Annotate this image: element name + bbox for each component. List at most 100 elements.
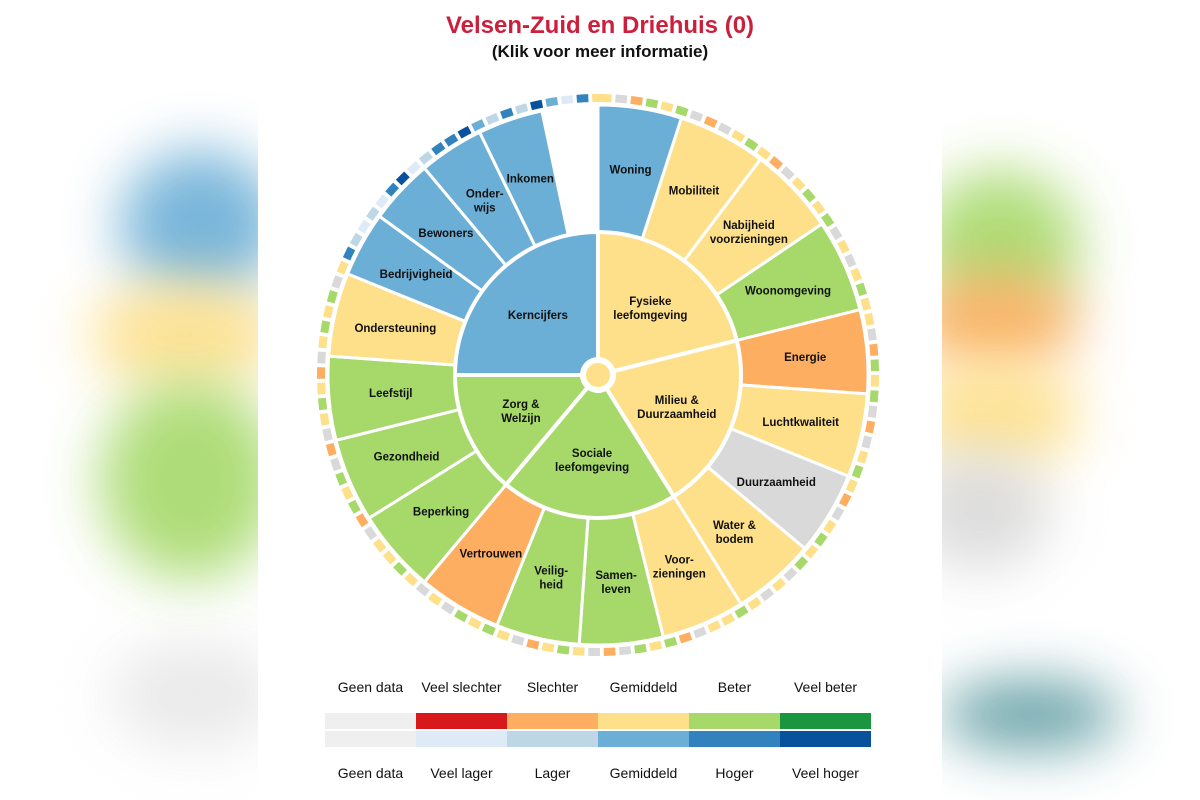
- indicator-tick[interactable]: [861, 435, 873, 449]
- indicator-tick[interactable]: [467, 616, 482, 630]
- indicator-tick[interactable]: [323, 305, 334, 319]
- indicator-tick[interactable]: [744, 137, 759, 151]
- indicator-tick[interactable]: [634, 643, 647, 654]
- indicator-tick[interactable]: [649, 640, 663, 652]
- indicator-tick[interactable]: [418, 151, 433, 165]
- indicator-tick[interactable]: [837, 239, 850, 254]
- indicator-tick[interactable]: [867, 328, 877, 341]
- indicator-tick[interactable]: [454, 609, 469, 623]
- indicator-tick[interactable]: [867, 405, 878, 418]
- indicator-tick[interactable]: [357, 219, 371, 234]
- indicator-tick[interactable]: [375, 194, 389, 209]
- indicator-tick[interactable]: [342, 246, 356, 261]
- indicator-tick[interactable]: [794, 556, 809, 571]
- indicator-tick[interactable]: [829, 226, 843, 241]
- indicator-tick[interactable]: [823, 519, 837, 534]
- indicator-tick[interactable]: [717, 122, 732, 135]
- inner-segment[interactable]: Zorg & Welzijn: [452, 373, 591, 488]
- indicator-tick[interactable]: [485, 113, 500, 125]
- indicator-tick[interactable]: [860, 297, 872, 311]
- indicator-tick[interactable]: [850, 267, 863, 282]
- indicator-tick[interactable]: [855, 282, 868, 297]
- indicator-tick[interactable]: [560, 95, 574, 105]
- indicator-tick[interactable]: [349, 232, 363, 247]
- outer-segment[interactable]: Samen-leven: [577, 511, 666, 647]
- indicator-tick[interactable]: [395, 171, 410, 186]
- indicator-tick[interactable]: [428, 592, 443, 606]
- indicator-tick[interactable]: [811, 200, 826, 215]
- indicator-tick[interactable]: [845, 479, 858, 493]
- indicator-tick[interactable]: [331, 275, 343, 289]
- indicator-tick[interactable]: [660, 101, 674, 113]
- indicator-tick[interactable]: [645, 98, 659, 109]
- indicator-tick[interactable]: [444, 133, 459, 147]
- indicator-tick[interactable]: [756, 146, 772, 160]
- indicator-tick[interactable]: [857, 450, 869, 464]
- page-title[interactable]: Velsen-Zuid en Driehuis (0): [445, 12, 755, 39]
- indicator-tick[interactable]: [325, 442, 337, 457]
- indicator-tick[interactable]: [317, 351, 326, 364]
- indicator-tick[interactable]: [675, 105, 689, 117]
- indicator-tick[interactable]: [839, 492, 852, 507]
- indicator-tick[interactable]: [355, 513, 369, 528]
- indicator-tick[interactable]: [317, 382, 326, 395]
- indicator-tick[interactable]: [393, 561, 407, 576]
- indicator-tick[interactable]: [572, 646, 585, 656]
- indicator-tick[interactable]: [760, 587, 775, 602]
- indicator-tick[interactable]: [576, 94, 589, 103]
- indicator-tick[interactable]: [851, 464, 864, 479]
- indicator-tick[interactable]: [317, 397, 328, 411]
- indicator-tick[interactable]: [802, 188, 816, 203]
- indicator-tick[interactable]: [603, 647, 616, 656]
- indicator-tick[interactable]: [335, 471, 348, 486]
- indicator-tick[interactable]: [870, 359, 879, 372]
- indicator-tick[interactable]: [864, 312, 875, 326]
- indicator-tick[interactable]: [541, 642, 555, 653]
- indicator-tick[interactable]: [831, 506, 845, 521]
- indicator-tick[interactable]: [693, 626, 707, 639]
- indicator-tick[interactable]: [415, 582, 430, 597]
- indicator-tick[interactable]: [630, 95, 643, 106]
- indicator-tick[interactable]: [457, 125, 472, 139]
- indicator-tick[interactable]: [689, 110, 704, 122]
- indicator-tick[interactable]: [363, 526, 378, 541]
- page-subtitle[interactable]: (Klik voor meer informatie): [491, 42, 709, 61]
- indicator-tick[interactable]: [319, 412, 330, 426]
- indicator-tick[interactable]: [317, 367, 326, 379]
- indicator-tick[interactable]: [322, 428, 333, 442]
- indicator-tick[interactable]: [804, 544, 819, 559]
- indicator-tick[interactable]: [769, 156, 784, 170]
- indicator-tick[interactable]: [678, 632, 693, 644]
- indicator-tick[interactable]: [372, 538, 387, 553]
- outer-segment[interactable]: Water & bodem: [671, 464, 807, 607]
- indicator-tick[interactable]: [336, 260, 349, 275]
- outer-segment[interactable]: Bedrijvigheid: [345, 214, 485, 324]
- indicator-tick[interactable]: [747, 596, 762, 611]
- indicator-tick[interactable]: [500, 107, 514, 120]
- indicator-tick[interactable]: [407, 161, 422, 175]
- indicator-tick[interactable]: [318, 335, 328, 349]
- indicator-tick[interactable]: [556, 645, 570, 655]
- indicator-tick[interactable]: [791, 176, 806, 191]
- indicator-tick[interactable]: [382, 550, 397, 565]
- indicator-tick[interactable]: [514, 103, 529, 115]
- indicator-tick[interactable]: [366, 206, 380, 221]
- indicator-tick[interactable]: [431, 142, 446, 156]
- indicator-tick[interactable]: [703, 115, 718, 128]
- indicator-tick[interactable]: [496, 629, 511, 642]
- indicator-tick[interactable]: [772, 577, 787, 592]
- indicator-tick[interactable]: [588, 647, 600, 657]
- indicator-tick[interactable]: [731, 129, 746, 143]
- indicator-tick[interactable]: [526, 638, 540, 650]
- indicator-tick[interactable]: [869, 390, 879, 403]
- indicator-tick[interactable]: [326, 290, 338, 304]
- indicator-tick[interactable]: [814, 532, 828, 547]
- indicator-tick[interactable]: [734, 605, 749, 619]
- indicator-tick[interactable]: [592, 93, 604, 103]
- indicator-tick[interactable]: [385, 182, 399, 197]
- indicator-tick[interactable]: [721, 613, 736, 626]
- indicator-tick[interactable]: [821, 213, 835, 228]
- indicator-tick[interactable]: [481, 623, 496, 636]
- indicator-ticks-ring[interactable]: [317, 93, 879, 657]
- indicator-tick[interactable]: [320, 320, 331, 334]
